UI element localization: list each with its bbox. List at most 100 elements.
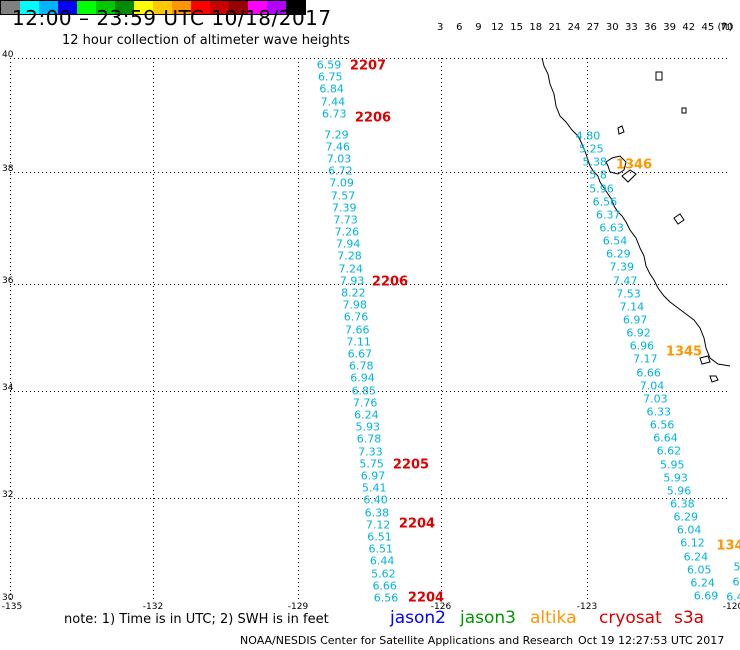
pass-time-label: 1345 — [665, 344, 703, 360]
latitude-label: 32 — [2, 490, 14, 500]
wave-height-value: 7.57 — [330, 189, 356, 202]
colorbar-label: 15 — [510, 22, 523, 33]
wave-height-value: 7.26 — [334, 225, 360, 239]
wave-height-value: 6.05 — [687, 563, 712, 577]
wave-height-value: 5.96 — [666, 484, 692, 498]
colorbar-labels: 3 6 9 12 15 18 21 24 27 30 33 36 39 42 45 70 (ft) — [0, 0, 740, 40]
wave-height-value: 6.59 — [316, 58, 342, 72]
wave-height-value: 6.56 — [649, 418, 675, 432]
wave-height-value: 6.94 — [350, 371, 375, 385]
colorbar-swatch — [96, 1, 115, 14]
wave-height-value: 6.04 — [676, 523, 702, 537]
wave-height-value: 7.94 — [335, 237, 361, 251]
wave-height-value: 6.29 — [673, 510, 699, 524]
wave-height-value: 6.38 — [364, 506, 390, 520]
wave-height-value: 5.41 — [362, 481, 387, 495]
wave-height-value: 6.56 — [373, 591, 399, 605]
wave-height-value: 6.78 — [356, 432, 382, 446]
colorbar-label: 21 — [548, 22, 562, 33]
colorbar-swatch — [20, 1, 39, 14]
wave-height-value: 6.44 — [369, 554, 395, 568]
latitude-label: 40 — [2, 50, 14, 60]
generated-timestamp: Oct 19 12:27:53 UTC 2017 — [578, 634, 725, 647]
wave-height-value: 5.25 — [579, 142, 604, 156]
wave-height-value: 5.93 — [663, 471, 688, 485]
wave-height-value: 6.92 — [626, 326, 651, 340]
colorbar-swatch — [267, 1, 286, 14]
colorbar-swatch — [134, 1, 153, 14]
colorbar-swatch — [191, 1, 210, 14]
colorbar-swatch — [115, 1, 134, 14]
longitude-label: -135 — [1, 602, 23, 612]
colorbar-label: 70 — [720, 22, 734, 33]
wave-height-value: 7.46 — [325, 140, 350, 154]
pass-time-label: 134 — [716, 538, 740, 554]
pass-time-label: 2204 — [407, 590, 445, 606]
wave-height-value: 7.03 — [643, 392, 668, 406]
wave-height-value: 7.14 — [619, 300, 645, 314]
colorbar-swatch — [58, 1, 77, 14]
latitude-label: 30 — [2, 593, 14, 603]
wave-height-value: 6.37 — [595, 208, 621, 222]
wave-height-value: 6.12 — [680, 536, 705, 550]
wave-height-value: 6.66 — [372, 579, 397, 593]
colorbar-label: 30 — [605, 22, 619, 33]
pass-time-label: 2207 — [349, 58, 387, 74]
colorbar-label: 12 — [491, 22, 504, 33]
wave-height-value: 6.64 — [653, 431, 678, 445]
wave-height-value: 7.47 — [612, 274, 638, 288]
wave-height-value: 6.24 — [683, 550, 709, 564]
wave-height-value: 6.72 — [328, 164, 353, 178]
longitude-label: -129 — [287, 602, 309, 612]
wave-height-value: 6.73 — [321, 107, 347, 121]
wave-height-value: 7.76 — [352, 396, 378, 410]
pass-time-label: 2206 — [354, 110, 392, 126]
wave-height-value: 6.29 — [606, 247, 631, 261]
colorbar-label: 45 — [701, 22, 715, 33]
wave-height-value: 7.24 — [338, 262, 364, 276]
colorbar-swatch — [286, 1, 305, 14]
wave-height-value: 5.62 — [371, 567, 396, 581]
map-subtitle: 12 hour collection of altimeter wave hei… — [62, 33, 350, 48]
wave-height-value: 6.40 — [363, 493, 388, 507]
wave-height-value: 6.78 — [348, 359, 374, 373]
longitude-label: -126 — [430, 602, 452, 612]
wave-height-value: 6.66 — [636, 366, 661, 380]
satellite-legend-altika: altika — [530, 608, 577, 628]
wave-height-value: 8.22 — [341, 286, 366, 300]
pass-time-label: 2206 — [371, 274, 409, 290]
wave-height-value: 5.95 — [660, 458, 685, 472]
wave-height-value: 5.8 — [589, 168, 607, 182]
wave-height-value: 7.17 — [633, 352, 658, 366]
pass-time-label: 2204 — [398, 516, 436, 532]
small-lake-outline — [673, 213, 685, 225]
wave-height-value: 6.54 — [602, 234, 628, 248]
wave-height-value: 5 — [733, 560, 740, 574]
wave-height-value: 6.84 — [319, 82, 344, 96]
latitude-label: 38 — [2, 164, 14, 174]
wave-height-value: 7.29 — [324, 128, 349, 142]
wave-height-value: 6.33 — [646, 405, 672, 419]
colorbar-swatch — [172, 1, 191, 14]
map-canvas — [10, 58, 730, 601]
colorbar-swatch — [1, 1, 20, 14]
wave-height-value: 6.97 — [360, 469, 386, 483]
colorbar-swatch — [248, 1, 267, 14]
wave-height-value: 6.69 — [693, 589, 719, 603]
san-francisco-bay — [605, 155, 637, 183]
colorbar-label: 36 — [644, 22, 657, 33]
colorbar-swatch — [210, 1, 229, 14]
wave-height-value: 6 — [732, 575, 740, 589]
wave-height-value: 6.24 — [690, 576, 715, 590]
satellite-legend-jason2: jason2 — [390, 608, 446, 628]
wave-height-value: 6.38 — [670, 497, 695, 511]
wave-height-value: 7.04 — [639, 379, 665, 393]
satellite-legend-jason3: jason3 — [460, 608, 516, 628]
wave-height-map — [10, 58, 730, 601]
wave-height-value: 5.96 — [589, 182, 614, 196]
wave-height-value: 7.39 — [609, 260, 634, 274]
credit-text: NOAA/NESDIS Center for Satellite Applica… — [240, 634, 574, 647]
wave-height-value: 6.56 — [592, 195, 618, 209]
wave-height-value: 7.66 — [345, 323, 370, 337]
